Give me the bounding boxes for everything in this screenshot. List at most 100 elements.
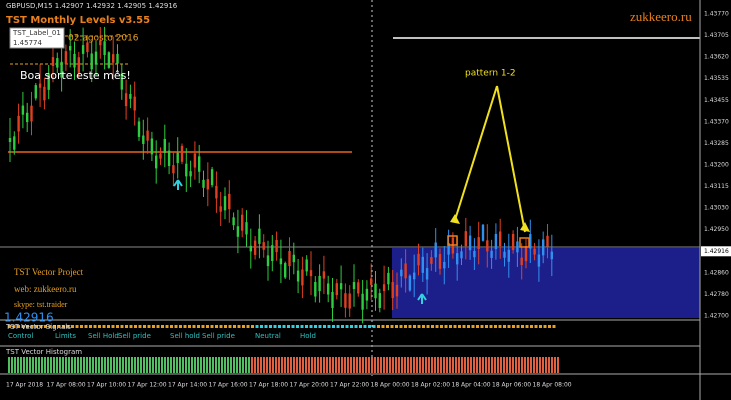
candle-body	[253, 240, 257, 255]
hist-bar	[98, 357, 100, 373]
signal-dot	[408, 325, 412, 328]
candle-body	[241, 214, 244, 231]
signal-dot	[503, 325, 506, 328]
signal-dot	[440, 325, 443, 328]
hist-bar	[254, 357, 256, 373]
signal-dot	[152, 325, 155, 328]
hist-bar	[311, 357, 313, 373]
hist-bar	[401, 357, 403, 373]
hist-bar	[497, 357, 499, 373]
hist-bar	[413, 357, 415, 373]
signal-dot	[98, 325, 101, 328]
hist-bar	[503, 357, 505, 373]
signal-dot	[296, 325, 299, 328]
signal-dot	[156, 325, 160, 328]
candle-body	[542, 239, 545, 256]
signal-dot	[35, 325, 38, 328]
candle-body	[99, 40, 102, 46]
signal-dot	[273, 325, 277, 328]
label-name: TST_Label_01	[12, 29, 61, 37]
signal-dot	[516, 325, 520, 328]
price-label: 1.43705	[704, 32, 729, 39]
candle-body	[473, 250, 476, 258]
signal-dot	[170, 325, 173, 328]
candle-body	[279, 258, 283, 265]
signal-dot	[188, 325, 191, 328]
hist-bar	[32, 357, 34, 373]
hist-bar	[551, 357, 553, 373]
signal-dot	[395, 325, 398, 328]
candle-body	[387, 272, 390, 285]
hist-bar	[317, 357, 319, 373]
candle-body	[378, 293, 381, 308]
candle-body	[180, 145, 184, 162]
hist-bar	[350, 357, 352, 373]
hist-bar	[521, 357, 523, 373]
hist-bar	[323, 357, 325, 373]
candle-body	[447, 242, 450, 255]
hist-bar	[92, 357, 94, 373]
hist-bar	[494, 357, 496, 373]
candle-body	[249, 245, 252, 252]
signal-dot	[269, 325, 272, 328]
hist-bar	[257, 357, 259, 373]
candle-body	[86, 42, 89, 53]
signal-dot	[318, 325, 322, 328]
hist-bar	[281, 357, 283, 373]
candle-body	[434, 242, 437, 258]
candle-body	[292, 254, 295, 263]
signal-dot	[476, 325, 479, 328]
hist-bar	[50, 357, 52, 373]
hist-bar	[113, 357, 115, 373]
signal-dot	[485, 325, 488, 328]
hist-bar	[263, 357, 265, 373]
candle-body	[438, 254, 442, 269]
signal-dot	[548, 325, 551, 328]
signal-dot	[453, 325, 457, 328]
signal-dot	[125, 325, 128, 328]
signal-dot	[111, 325, 115, 328]
pattern-label: pattern 1-2	[465, 69, 516, 79]
hist-bar	[434, 357, 436, 373]
hist-bar	[41, 357, 43, 373]
signal-dot	[53, 325, 56, 328]
price-label: 1.43030	[704, 205, 729, 212]
signal-label: Control	[8, 332, 33, 340]
candle-body	[120, 73, 123, 90]
hist-bar	[338, 357, 340, 373]
hist-bar	[146, 357, 148, 373]
signal-dot	[17, 325, 20, 328]
signal-dot	[341, 325, 344, 328]
signal-dot	[381, 325, 385, 328]
skype: skype: tst.traider	[14, 300, 68, 309]
candle-body	[430, 257, 433, 264]
hist-bar	[533, 357, 535, 373]
candle-body	[464, 231, 467, 247]
hist-bar	[269, 357, 271, 373]
hist-bar	[509, 357, 511, 373]
zone-box	[392, 248, 700, 318]
signal-dot	[372, 325, 376, 328]
candle-body	[425, 268, 429, 280]
hist-bar	[455, 357, 457, 373]
candle-body	[17, 115, 20, 132]
hist-bar	[164, 357, 166, 373]
signal-dot	[219, 325, 223, 328]
signal-dot	[138, 325, 142, 328]
hist-bar	[104, 357, 106, 373]
hist-bar	[95, 357, 97, 373]
signal-dot	[192, 325, 196, 328]
time-label: 17 Apr 08:00	[47, 382, 86, 389]
signal-dot	[116, 325, 119, 328]
hist-bar	[110, 357, 112, 373]
candle-body	[370, 278, 373, 285]
hist-bar	[188, 357, 190, 373]
candle-body	[275, 239, 278, 253]
candle-body	[537, 254, 541, 267]
hist-bar	[440, 357, 442, 373]
hist-bar	[134, 357, 136, 373]
signal-dot	[48, 325, 52, 328]
hist-bar	[380, 357, 382, 373]
candle-body	[159, 153, 162, 159]
candle-body	[318, 275, 321, 292]
